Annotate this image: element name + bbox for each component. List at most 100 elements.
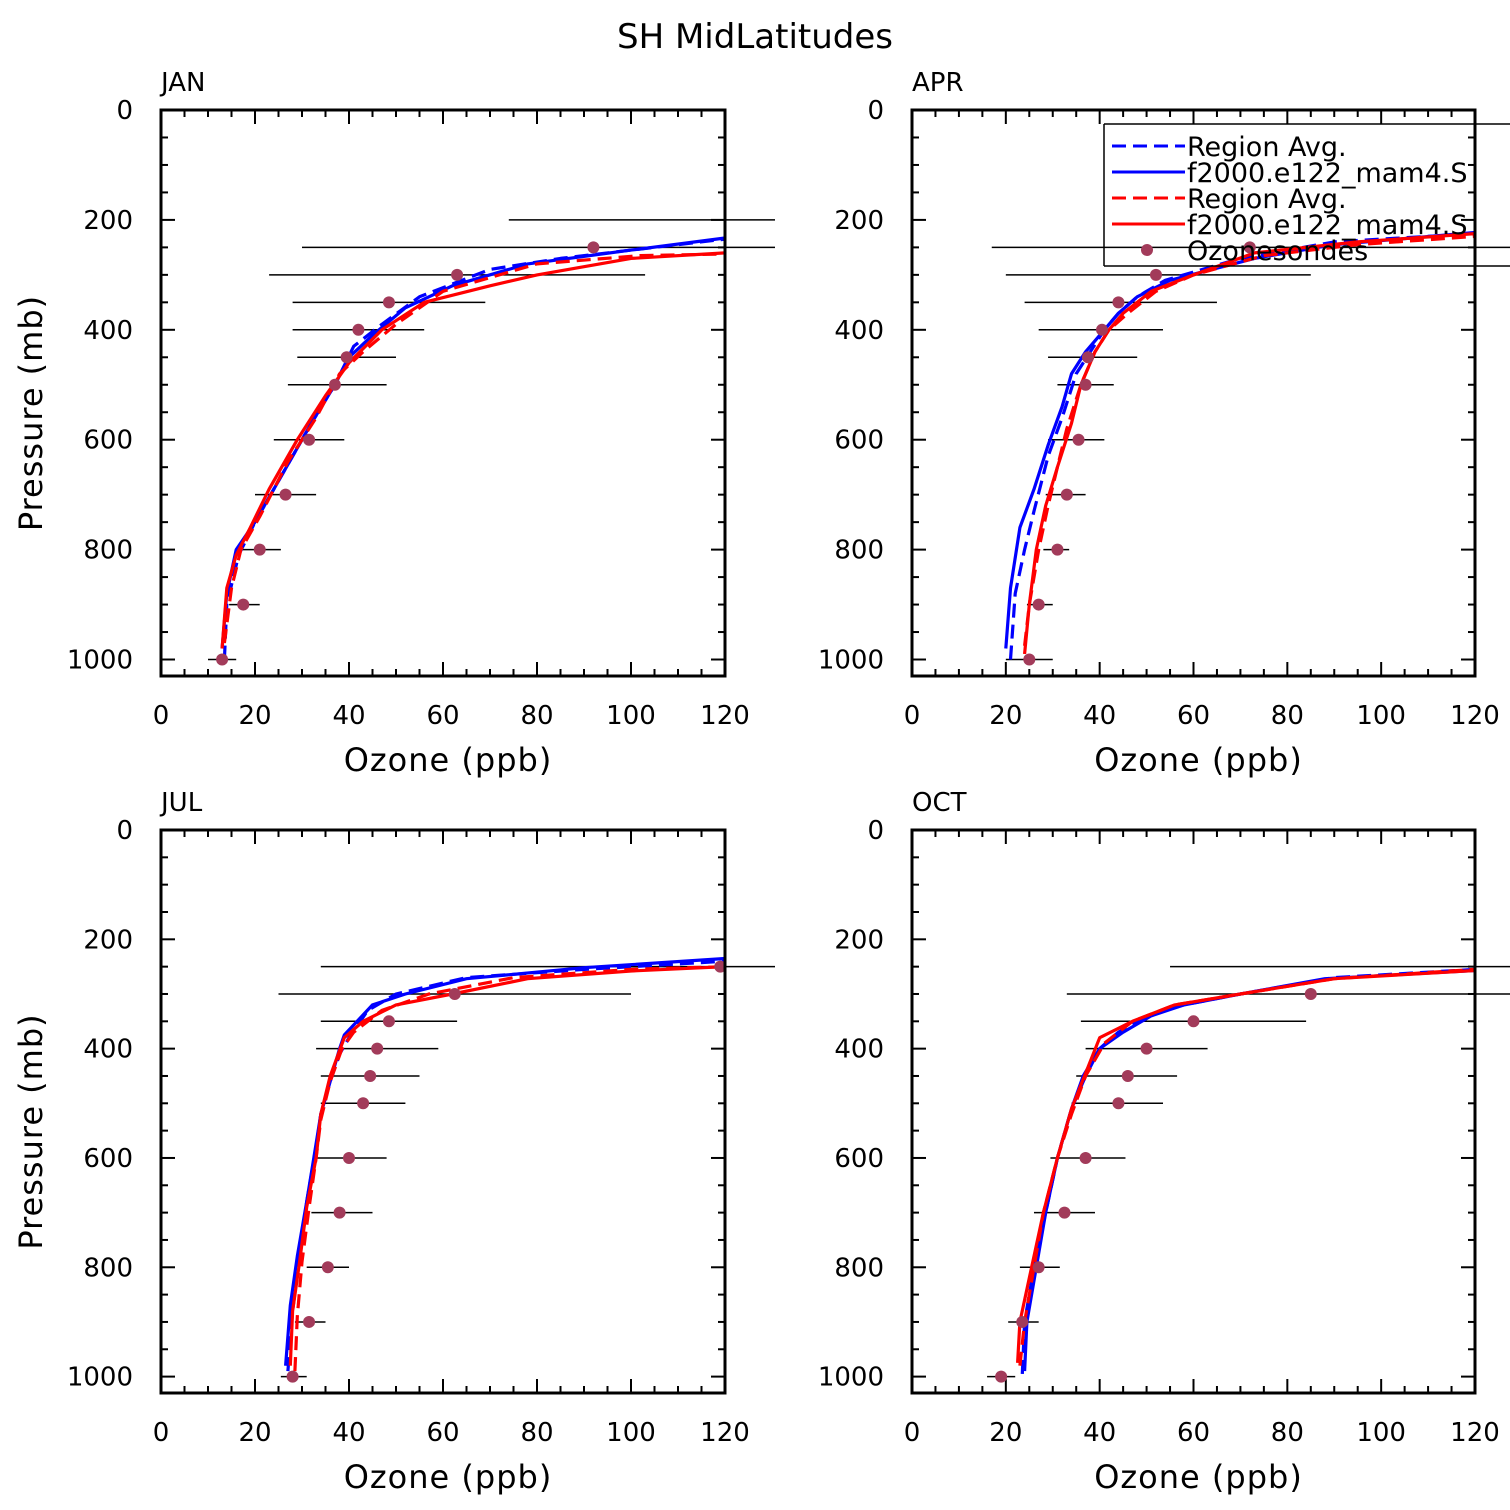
ozonesonde-point <box>1121 1069 1134 1082</box>
x-tick-label: 120 <box>1450 1418 1500 1448</box>
ozonesonde-point <box>1140 1042 1153 1055</box>
x-tick-label: 60 <box>426 1418 459 1448</box>
y-tick-label: 200 <box>83 206 133 236</box>
ozonesonde-point <box>340 351 353 364</box>
series-line-3 <box>222 252 726 644</box>
x-tick-label: 60 <box>1177 1418 1210 1448</box>
x-tick-label: 0 <box>153 1418 170 1448</box>
ozonesonde-point <box>382 296 395 309</box>
ozonesonde-point <box>448 987 461 1000</box>
x-tick-label: 20 <box>989 701 1022 731</box>
ozonesonde-point <box>279 488 292 501</box>
y-tick-label: 600 <box>834 1144 884 1174</box>
y-tick-label: 600 <box>834 426 884 456</box>
legend-label: f2000.e122_mam4.S <box>1187 210 1468 241</box>
ozonesonde-point <box>371 1042 384 1055</box>
plot-frame <box>159 828 727 1395</box>
x-tick-label: 100 <box>1356 1418 1406 1448</box>
series-line-3 <box>1023 234 1476 646</box>
chart-panel-apr: APR 0 20 40 60 80 100 120 0 200 400 600 800 1000 Ozone… <box>818 68 1510 779</box>
y-tick-label: 800 <box>83 1253 133 1283</box>
x-tick-label: 80 <box>520 701 553 731</box>
y-axis-label: Pressure (mb) <box>12 295 50 531</box>
y-tick-label: 0 <box>116 816 133 846</box>
y-tick-label: 0 <box>116 96 133 126</box>
x-tick-label: 20 <box>238 1418 271 1448</box>
chart-panel-jan: JAN 0 20 40 60 80 100 120 0 200 400 600 800 1000 Ozone… <box>12 68 775 779</box>
y-tick-label: 0 <box>867 96 884 126</box>
x-tick-label: 120 <box>700 701 750 731</box>
x-tick-label: 20 <box>238 701 271 731</box>
x-axis-label: Ozone (ppb) <box>1094 741 1303 779</box>
y-tick-label: 600 <box>83 1144 133 1174</box>
x-tick-label: 120 <box>700 1418 750 1448</box>
plot-data <box>208 219 775 666</box>
ozonesonde-point <box>303 1315 316 1328</box>
ozonesonde-point <box>587 241 600 254</box>
ozonesonde-point <box>1079 1151 1092 1164</box>
x-tick-label: 60 <box>1177 701 1210 731</box>
y-tick-label: 800 <box>834 536 884 566</box>
x-tick-label: 40 <box>1083 1418 1116 1448</box>
x-axis-label: Ozone (ppb) <box>344 741 553 779</box>
panel-title: JAN <box>159 68 205 98</box>
panel-title: APR <box>912 68 964 98</box>
y-tick-label: 600 <box>83 426 133 456</box>
y-tick-label: 400 <box>834 316 884 346</box>
y-tick-label: 800 <box>83 536 133 566</box>
ozonesonde-point <box>1016 1315 1029 1328</box>
plot-data <box>987 965 1510 1383</box>
ozonesonde-point <box>1032 1261 1045 1274</box>
ozonesonde-point <box>333 1206 346 1219</box>
y-tick-label: 200 <box>834 206 884 236</box>
panel-title: OCT <box>912 788 967 818</box>
x-tick-label: 40 <box>332 701 365 731</box>
x-tick-label: 60 <box>426 701 459 731</box>
x-tick-label: 80 <box>1271 1418 1304 1448</box>
ozonesonde-point <box>1032 598 1045 611</box>
ozonesonde-point <box>1023 653 1036 666</box>
x-tick-label: 20 <box>989 1418 1022 1448</box>
ozonesonde-point <box>1058 1206 1071 1219</box>
series-line-4 <box>1023 232 1476 655</box>
chart-panel-oct: OCT 0 20 40 60 80 100 120 0 200 400 600 800 1000 Ozone… <box>818 788 1510 1496</box>
series-line-2 <box>1023 968 1476 1372</box>
ozonesonde-point <box>1304 987 1317 1000</box>
plot-frame <box>910 828 1477 1395</box>
ozonesonde-point <box>1187 1015 1200 1028</box>
ozonesonde-point <box>1112 296 1125 309</box>
y-tick-label: 0 <box>867 816 884 846</box>
ozonesonde-point <box>352 323 365 336</box>
ozonesonde-point <box>343 1151 355 1164</box>
series-line-1 <box>286 959 726 1372</box>
y-axis-label: Pressure (mb) <box>12 1013 50 1249</box>
series-line-4 <box>288 965 726 1366</box>
x-tick-label: 100 <box>1356 701 1406 731</box>
ozonesonde-point <box>237 598 250 611</box>
ozonesonde-point <box>357 1097 370 1110</box>
figure-title: SH MidLatitudes <box>617 17 893 57</box>
ozonesonde-point <box>1060 488 1073 501</box>
ozonesonde-point <box>253 543 266 556</box>
ozonesonde-point <box>995 1370 1008 1383</box>
x-tick-label: 100 <box>606 1418 656 1448</box>
y-tick-label: 400 <box>834 1035 884 1065</box>
legend-label: Ozonesondes <box>1187 236 1368 267</box>
y-tick-label: 1000 <box>67 1363 133 1393</box>
y-tick-label: 400 <box>83 1035 133 1065</box>
ozonesonde-point <box>451 268 464 281</box>
ozonesonde-point <box>328 378 341 391</box>
x-tick-label: 80 <box>1271 701 1304 731</box>
panel-title: JUL <box>159 788 203 818</box>
ozonesonde-point <box>1051 543 1064 556</box>
legend-marker <box>1141 244 1153 256</box>
ozonesonde-point <box>1079 378 1092 391</box>
plot-data <box>991 230 1510 666</box>
x-axis-label: Ozone (ppb) <box>1094 1458 1303 1496</box>
y-tick-label: 400 <box>83 316 133 346</box>
legend-label: f2000.e122_mam4.S <box>1187 158 1468 189</box>
x-tick-label: 0 <box>904 1418 921 1448</box>
ozonesonde-point <box>1149 268 1162 281</box>
